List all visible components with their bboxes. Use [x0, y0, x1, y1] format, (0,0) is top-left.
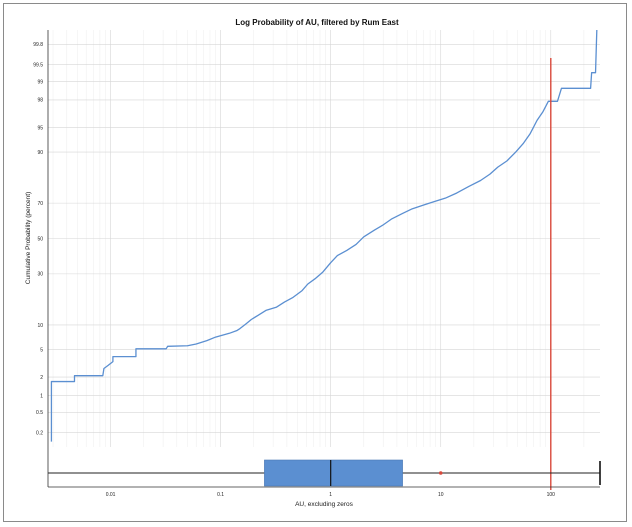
x-tick-label: 100 — [547, 492, 556, 498]
y-tick-label: 5 — [40, 347, 43, 353]
y-tick-label: 70 — [37, 201, 43, 207]
chart-title: Log Probability of AU, filtered by Rum E… — [235, 18, 399, 27]
y-tick-label: 95 — [37, 125, 43, 131]
boxplot — [48, 459, 601, 487]
y-tick-label: 90 — [37, 150, 43, 156]
y-tick-label: 1 — [40, 393, 43, 399]
x-tick-label: 0.1 — [217, 492, 224, 498]
y-tick-label: 10 — [37, 323, 43, 329]
grid — [48, 30, 600, 447]
series — [50, 29, 598, 442]
x-tick-label: 10 — [438, 492, 444, 498]
tick-labels: 0.01 0.1 1 10 100 0.2 0.5 1 2 5 10 30 50 70 90 95 98 99 99… — [33, 42, 555, 498]
series-line — [50, 29, 598, 442]
y-tick-label: 98 — [37, 98, 43, 104]
chart-frame — [3, 3, 627, 522]
x-tick-label: 1 — [329, 492, 332, 498]
y-tick-label: 30 — [37, 272, 43, 278]
y-tick-label: 0.2 — [36, 430, 43, 436]
boxplot-box — [264, 459, 403, 487]
y-axis-label: Cumulative Probability (percent) — [25, 192, 32, 284]
y-tick-label: 99.5 — [33, 63, 43, 69]
x-tick-label: 0.01 — [106, 492, 116, 498]
y-tick-label: 0.5 — [36, 410, 43, 416]
boxplot-outlier — [438, 471, 443, 475]
axes — [47, 30, 600, 488]
x-axis-label: AU, excluding zeros — [295, 501, 354, 508]
y-tick-label: 50 — [37, 236, 43, 242]
y-tick-label: 99.8 — [33, 42, 43, 48]
y-tick-label: 99 — [37, 79, 43, 85]
y-tick-label: 2 — [40, 375, 43, 381]
